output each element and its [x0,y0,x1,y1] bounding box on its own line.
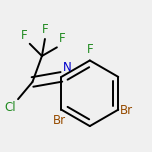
Text: F: F [86,43,93,56]
Text: Br: Br [53,114,66,127]
Text: N: N [63,61,72,74]
Text: F: F [59,32,66,45]
Text: F: F [21,29,28,42]
Text: Br: Br [120,104,133,117]
Text: F: F [42,23,48,36]
Text: Cl: Cl [4,101,16,114]
